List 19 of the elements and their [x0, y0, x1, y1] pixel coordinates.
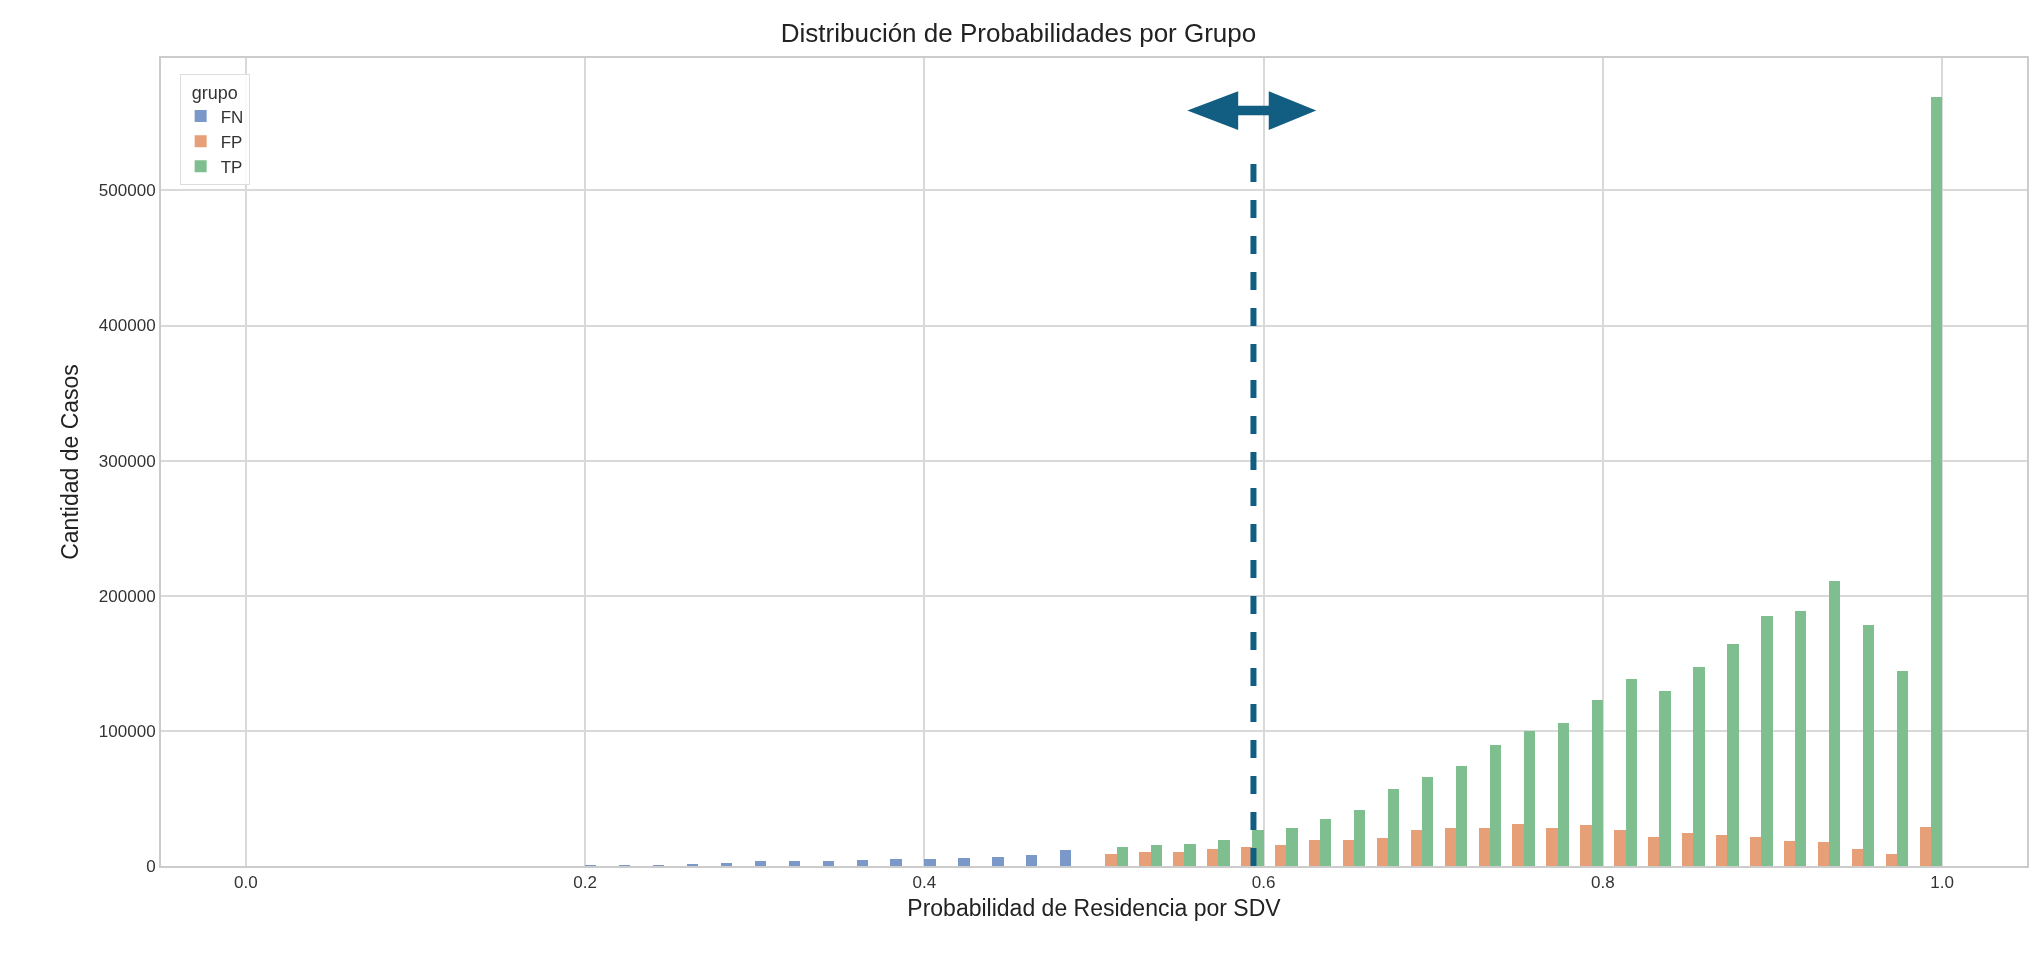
x-axis-title: Probabilidad de Residencia por SDV	[907, 894, 1282, 921]
x-tick-label: 0.6	[1251, 873, 1276, 893]
legend-label: FP	[220, 132, 243, 152]
y-tick-label: 500000	[98, 181, 156, 201]
y-tick-label: 300000	[98, 451, 156, 471]
chart-title: Distribución de Probabilidades por Grupo	[780, 18, 1257, 49]
legend-label: TP	[220, 157, 243, 177]
legend-label: FN	[220, 107, 244, 127]
legend-title: grupo	[191, 82, 238, 103]
x-tick-label: 0.4	[912, 873, 937, 893]
x-tick-label: 0.2	[573, 873, 597, 893]
y-tick-label: 100000	[98, 721, 156, 741]
x-tick-label: 1.0	[1930, 873, 1954, 893]
y-tick-label: 200000	[98, 586, 156, 606]
x-tick-label: 0.0	[234, 873, 258, 893]
y-axis-title: Cantidad de Casos	[56, 364, 83, 560]
y-tick-label: 0	[146, 856, 156, 876]
x-tick-label: 0.8	[1591, 873, 1615, 893]
y-tick-label: 400000	[98, 316, 156, 336]
